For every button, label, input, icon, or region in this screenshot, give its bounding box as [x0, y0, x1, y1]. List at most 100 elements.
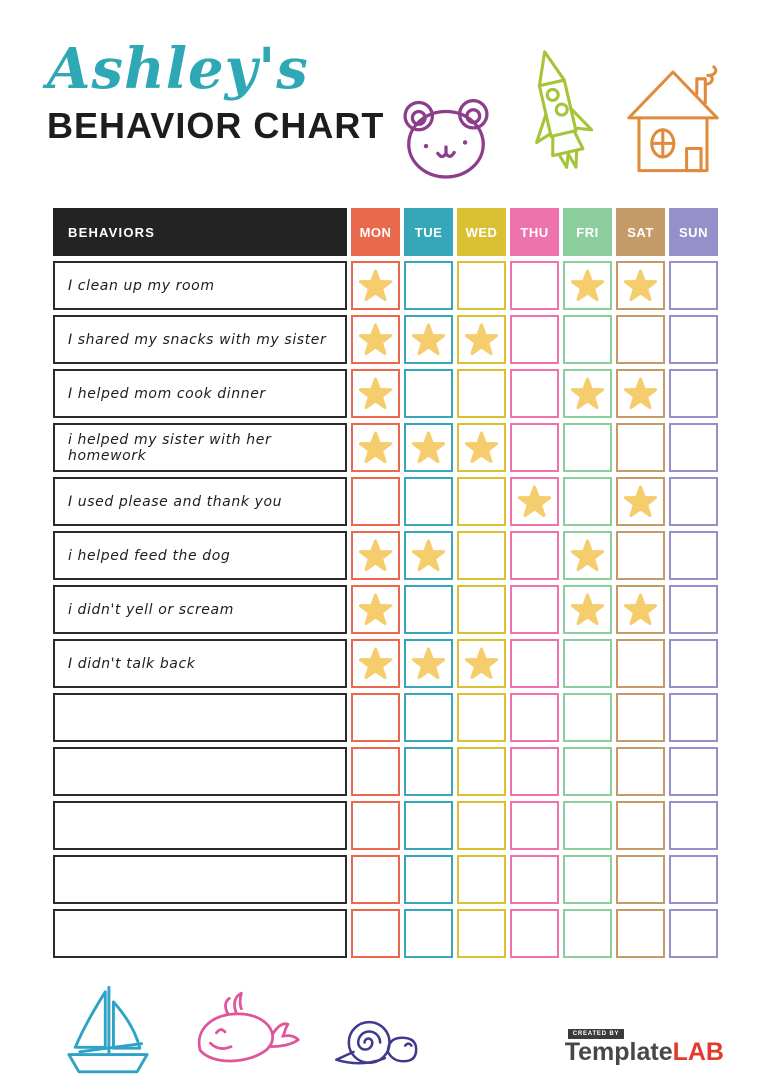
day-header-wed: WED: [457, 208, 506, 256]
day-cell-tue-row13: [404, 909, 453, 958]
sailboat-icon: [67, 985, 149, 1074]
day-cell-sun-row4: [669, 423, 718, 472]
day-cell-thu-row8: [510, 639, 559, 688]
day-cell-sat-row6: [616, 531, 665, 580]
day-cell-wed-row7: [457, 585, 506, 634]
brand-lab-text: LAB: [672, 1038, 724, 1066]
star-icon: [517, 485, 552, 518]
day-cell-fri-row3: [563, 369, 612, 418]
day-cell-mon-row4: [351, 423, 400, 472]
behavior-table: BEHAVIORS MON TUE WED THU FRI SAT SUN I clean up…: [53, 208, 718, 958]
day-cell-sun-row7: [669, 585, 718, 634]
day-cell-thu-row6: [510, 531, 559, 580]
day-cell-sat-row1: [616, 261, 665, 310]
day-header-sat: SAT: [616, 208, 665, 256]
day-cell-tue-row2: [404, 315, 453, 364]
day-cell-sun-row12: [669, 855, 718, 904]
day-cell-fri-row6: [563, 531, 612, 580]
day-header-mon: MON: [351, 208, 400, 256]
day-cell-fri-row11: [563, 801, 612, 850]
day-cell-thu-row10: [510, 747, 559, 796]
day-cell-mon-row7: [351, 585, 400, 634]
day-cell-wed-row5: [457, 477, 506, 526]
day-cell-thu-row7: [510, 585, 559, 634]
day-cell-tue-row4: [404, 423, 453, 472]
day-cell-sun-row1: [669, 261, 718, 310]
day-cell-sat-row3: [616, 369, 665, 418]
day-cell-sun-row9: [669, 693, 718, 742]
day-cell-tue-row5: [404, 477, 453, 526]
day-cell-thu-row11: [510, 801, 559, 850]
created-by-badge: CREATED BY: [567, 1029, 625, 1039]
day-cell-sun-row13: [669, 909, 718, 958]
day-cell-wed-row12: [457, 855, 506, 904]
day-cell-fri-row12: [563, 855, 612, 904]
day-cell-sat-row7: [616, 585, 665, 634]
day-cell-thu-row12: [510, 855, 559, 904]
star-icon: [358, 431, 393, 464]
behavior-label: I shared my snacks with my sister: [53, 315, 347, 364]
day-cell-fri-row7: [563, 585, 612, 634]
behaviors-column-header: BEHAVIORS: [53, 208, 347, 256]
house-icon: [627, 65, 719, 173]
star-icon: [623, 377, 658, 410]
behavior-label: I didn't talk back: [53, 639, 347, 688]
day-cell-fri-row1: [563, 261, 612, 310]
star-icon: [464, 647, 499, 680]
page-title: BEHAVIOR CHART: [47, 105, 385, 147]
day-cell-fri-row10: [563, 747, 612, 796]
snail-icon: [335, 1020, 418, 1065]
star-icon: [570, 377, 605, 410]
star-icon: [570, 539, 605, 572]
behavior-label: i helped feed the dog: [53, 531, 347, 580]
day-cell-tue-row8: [404, 639, 453, 688]
star-icon: [464, 431, 499, 464]
brand-name: TemplateLAB: [565, 1040, 724, 1065]
day-cell-tue-row1: [404, 261, 453, 310]
day-cell-fri-row8: [563, 639, 612, 688]
day-cell-thu-row5: [510, 477, 559, 526]
day-cell-sun-row10: [669, 747, 718, 796]
day-cell-thu-row4: [510, 423, 559, 472]
star-icon: [358, 269, 393, 302]
day-header-tue: TUE: [404, 208, 453, 256]
behavior-label: i helped my sister with her homework: [53, 423, 347, 472]
day-cell-thu-row13: [510, 909, 559, 958]
star-icon: [358, 539, 393, 572]
behavior-label-empty: [53, 801, 347, 850]
behavior-label: i didn't yell or scream: [53, 585, 347, 634]
day-cell-tue-row3: [404, 369, 453, 418]
star-icon: [358, 647, 393, 680]
day-cell-fri-row5: [563, 477, 612, 526]
rocket-icon: [535, 50, 594, 169]
day-cell-fri-row4: [563, 423, 612, 472]
title-block: Ashley's BEHAVIOR CHART: [47, 36, 384, 147]
day-cell-mon-row1: [351, 261, 400, 310]
day-cell-wed-row9: [457, 693, 506, 742]
day-cell-sat-row12: [616, 855, 665, 904]
behavior-label: I clean up my room: [53, 261, 347, 310]
star-icon: [464, 323, 499, 356]
day-cell-mon-row2: [351, 315, 400, 364]
day-cell-wed-row11: [457, 801, 506, 850]
day-cell-mon-row13: [351, 909, 400, 958]
day-cell-mon-row12: [351, 855, 400, 904]
star-icon: [623, 593, 658, 626]
day-header-sun: SUN: [669, 208, 718, 256]
day-cell-wed-row8: [457, 639, 506, 688]
day-cell-sun-row5: [669, 477, 718, 526]
day-cell-mon-row11: [351, 801, 400, 850]
day-header-fri: FRI: [563, 208, 612, 256]
day-cell-sat-row13: [616, 909, 665, 958]
day-cell-tue-row11: [404, 801, 453, 850]
whale-icon: [197, 991, 300, 1063]
bottom-decorations: [58, 980, 424, 1080]
day-cell-sun-row3: [669, 369, 718, 418]
star-icon: [358, 323, 393, 356]
behavior-label-empty: [53, 693, 347, 742]
star-icon: [623, 485, 658, 518]
day-cell-thu-row1: [510, 261, 559, 310]
day-cell-tue-row9: [404, 693, 453, 742]
day-cell-thu-row2: [510, 315, 559, 364]
